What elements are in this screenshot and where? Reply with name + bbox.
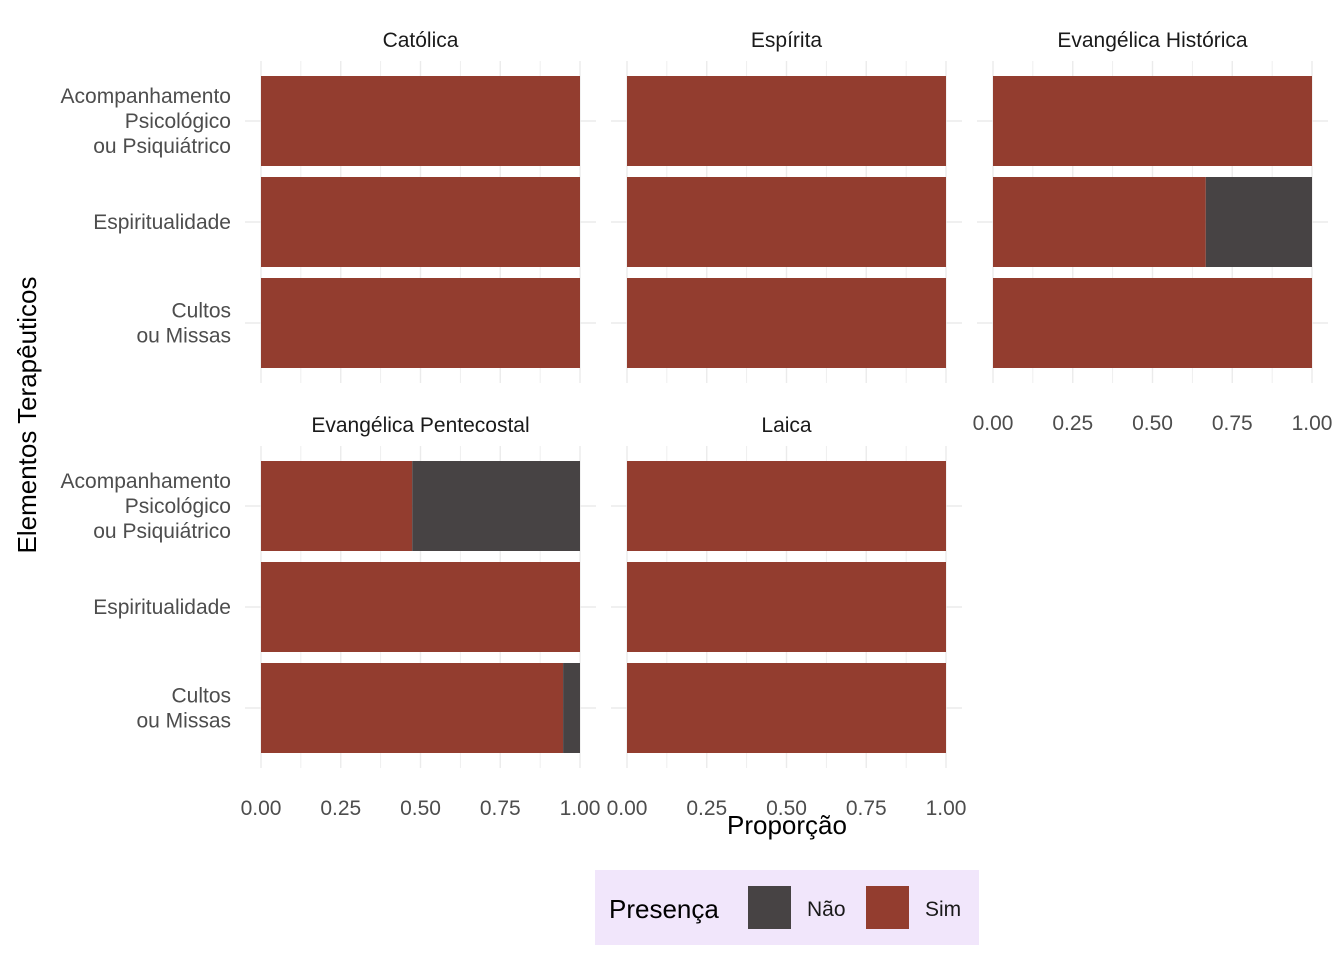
bar-sim	[261, 461, 413, 551]
bar-sim	[993, 76, 1312, 166]
y-tick-label-line: Psicológico	[125, 110, 231, 133]
y-tick-label-line: ou Missas	[136, 710, 231, 733]
y-tick-label: Cultos ou Missas	[136, 685, 231, 733]
y-tick-label-line: Espiritualidade	[93, 596, 231, 619]
x-tick-label: 0.50	[1132, 412, 1173, 435]
bar-nao	[1205, 177, 1312, 267]
y-tick-label-line: Acompanhamento	[61, 85, 231, 108]
bar-sim	[261, 562, 580, 652]
panel-4: Laica 0.00 0.25 0.50 0.75 1.00	[607, 414, 967, 820]
bar-sim	[627, 461, 946, 551]
panel-2: Evangélica Histórica 0.00 0.25 0.50 0.75 1.00	[973, 29, 1333, 435]
y-tick-label-line: Acompanhamento	[61, 470, 231, 493]
x-tick-label: 0.50	[400, 797, 441, 820]
y-tick-label-line: Espiritualidade	[93, 211, 231, 234]
bar-sim	[627, 562, 946, 652]
bar-sim	[261, 76, 580, 166]
x-tick-label: 1.00	[926, 797, 967, 820]
panel-title: Evangélica Pentecostal	[311, 414, 529, 437]
y-tick-label-line: Psicológico	[125, 495, 231, 518]
panel-1: Espírita	[611, 29, 962, 383]
x-tick-label: 0.75	[846, 797, 887, 820]
panel-title: Laica	[761, 414, 812, 437]
bar-sim	[993, 177, 1206, 267]
legend-key-nao	[748, 886, 791, 929]
x-tick-label: 0.25	[1052, 412, 1093, 435]
bar-nao	[563, 663, 580, 753]
x-tick-label: 0.25	[320, 797, 361, 820]
bar-sim	[261, 278, 580, 368]
y-tick-label: Acompanhamento Psicológico ou Psiquiátrico	[61, 470, 231, 543]
x-tick-label: 1.00	[560, 797, 601, 820]
x-tick-label: 0.00	[607, 797, 648, 820]
bar-sim	[261, 177, 580, 267]
x-tick-label: 0.75	[1212, 412, 1253, 435]
panel-0: Católica Acompanhamento Psicológico ou Psiq…	[61, 29, 596, 383]
y-tick-label-line: Cultos	[171, 300, 231, 323]
bar-sim	[627, 177, 946, 267]
x-tick-label: 0.75	[480, 797, 521, 820]
bar-sim	[261, 663, 564, 753]
x-tick-label: 0.25	[686, 797, 727, 820]
y-tick-label: Espiritualidade	[93, 211, 231, 234]
legend-label-sim: Sim	[925, 898, 961, 921]
y-tick-label-line: ou Psiquiátrico	[93, 135, 231, 158]
y-axis-title: Elementos Terapêuticos	[12, 276, 42, 553]
y-tick-label-line: ou Psiquiátrico	[93, 520, 231, 543]
legend-key-sim	[866, 886, 909, 929]
x-tick-label: 0.00	[241, 797, 282, 820]
legend: Presença Não Sim	[595, 870, 979, 945]
y-tick-label: Espiritualidade	[93, 596, 231, 619]
bar-sim	[627, 278, 946, 368]
x-axis-title: Proporção	[727, 810, 847, 840]
legend-label-nao: Não	[807, 898, 846, 921]
panel-title: Espírita	[751, 29, 823, 52]
y-tick-label-line: Cultos	[171, 685, 231, 708]
bar-nao	[412, 461, 580, 551]
legend-title: Presença	[609, 894, 719, 924]
bar-sim	[627, 76, 946, 166]
bar-sim	[993, 278, 1312, 368]
bar-sim	[627, 663, 946, 753]
x-tick-label: 0.50	[766, 797, 807, 820]
y-tick-label: Cultos ou Missas	[136, 300, 231, 348]
panel-title: Evangélica Histórica	[1057, 29, 1248, 52]
y-tick-label: Acompanhamento Psicológico ou Psiquiátrico	[61, 85, 231, 158]
x-tick-label: 1.00	[1292, 412, 1333, 435]
y-tick-label-line: ou Missas	[136, 325, 231, 348]
x-tick-label: 0.00	[973, 412, 1014, 435]
panel-3: Evangélica Pentecostal Acompanhamento Psic…	[61, 414, 601, 820]
panel-title: Católica	[383, 29, 459, 52]
